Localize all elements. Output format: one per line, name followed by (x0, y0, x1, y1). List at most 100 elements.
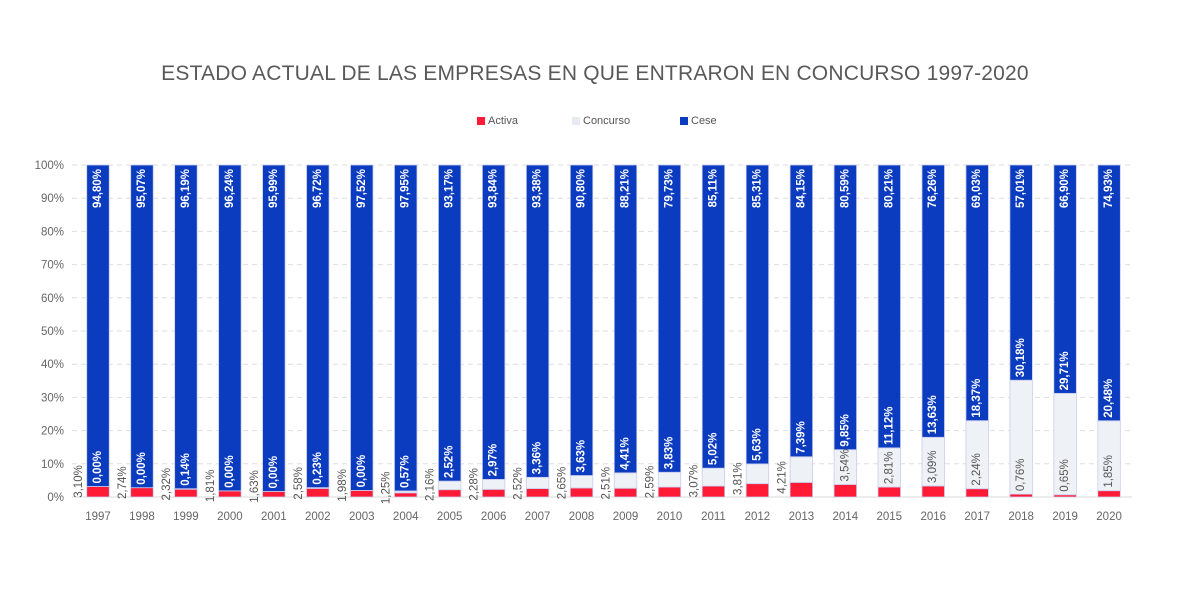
bar-segment-activa[interactable] (701, 485, 726, 498)
bar-segment-cese[interactable] (306, 164, 330, 489)
bar-segment-cese[interactable] (525, 164, 550, 478)
x-tick-label: 2007 (525, 511, 551, 523)
data-label-concurso: 3,63% (576, 440, 588, 473)
bar-segment-activa[interactable] (657, 486, 682, 498)
bar-segment-activa[interactable] (306, 487, 330, 498)
bar-segment-cese[interactable] (877, 164, 901, 449)
x-tick-label: 2001 (261, 511, 287, 523)
data-label-cese: 93,84% (488, 169, 500, 208)
bar-segment-cese[interactable] (130, 164, 154, 489)
bar-segment-activa[interactable] (174, 488, 198, 498)
data-label-activa: 2,59% (644, 466, 656, 499)
legend-swatch-activa-icon (477, 117, 485, 125)
bar-segment-activa[interactable] (481, 488, 506, 498)
data-label-activa: 3,07% (688, 465, 700, 498)
bar-segment-activa[interactable] (745, 483, 770, 498)
bar-segment-concurso[interactable] (481, 479, 506, 490)
legend-item-concurso[interactable]: Concurso (572, 115, 630, 127)
bar-segment-activa[interactable] (833, 484, 857, 498)
bar-segment-activa[interactable] (877, 486, 901, 498)
bar-segment-cese[interactable] (1097, 164, 1121, 422)
legend-label-cese: Cese (691, 115, 717, 127)
bar-segment-activa[interactable] (525, 488, 550, 498)
bar-segment-concurso[interactable] (525, 476, 550, 489)
data-label-activa: 3,09% (927, 450, 939, 483)
bar-segment-activa[interactable] (921, 485, 945, 498)
bar-segment-cese[interactable] (921, 164, 945, 438)
bar-segment-cese[interactable] (965, 164, 989, 422)
bar-segment-activa[interactable] (438, 489, 462, 498)
y-tick-label: 100% (35, 160, 64, 172)
bar-segment-cese[interactable] (613, 164, 638, 474)
data-label-activa: 2,32% (161, 468, 173, 501)
bar-segment-cese[interactable] (1009, 164, 1033, 381)
data-label-cese: 95,07% (136, 169, 148, 208)
bar-segment-cese[interactable] (657, 164, 682, 473)
data-label-activa: 3,54% (839, 449, 851, 482)
y-tick-label: 10% (41, 459, 64, 471)
bar-segment-concurso[interactable] (789, 456, 814, 483)
data-label-activa: 2,58% (293, 467, 305, 500)
data-label-concurso: 0,00% (92, 451, 104, 484)
x-tick-label: 2013 (789, 511, 815, 523)
bar-segment-activa[interactable] (1009, 493, 1033, 498)
bar-segment-cese[interactable] (86, 164, 110, 487)
x-tick-label: 1998 (129, 511, 155, 523)
data-label-cese: 96,19% (180, 169, 192, 208)
y-tick-label: 70% (41, 260, 64, 272)
bar-segment-cese[interactable] (262, 164, 286, 492)
bar-segment-activa[interactable] (130, 487, 154, 498)
x-tick-label: 2011 (701, 511, 726, 523)
data-label-concurso: 4,41% (620, 437, 632, 470)
bar-segment-concurso[interactable] (701, 467, 726, 487)
legend-swatch-concurso-icon (572, 117, 580, 125)
bar-segment-cese[interactable] (745, 164, 770, 465)
x-tick-label: 2019 (1052, 511, 1078, 523)
bar-segment-activa[interactable] (86, 486, 110, 498)
data-label-cese: 74,93% (1103, 169, 1115, 208)
data-label-concurso: 0,00% (356, 455, 368, 488)
bar-segment-cese[interactable] (1053, 164, 1077, 394)
x-tick-label: 2017 (964, 511, 990, 523)
x-tick-label: 2020 (1096, 511, 1122, 523)
bar-segment-activa[interactable] (1097, 490, 1121, 498)
bar-segment-cese[interactable] (218, 164, 242, 492)
bar-segment-concurso[interactable] (657, 471, 682, 488)
bar-segment-cese[interactable] (701, 164, 726, 469)
bar-segment-cese[interactable] (350, 164, 374, 491)
data-label-cese: 97,95% (400, 169, 412, 208)
bar-segment-activa[interactable] (569, 487, 594, 498)
bar-segment-concurso[interactable] (438, 480, 462, 491)
bar-segment-concurso[interactable] (569, 475, 594, 489)
bar-segment-cese[interactable] (833, 164, 857, 451)
bar-segment-concurso[interactable] (613, 472, 638, 489)
bar-segment-activa[interactable] (613, 487, 638, 498)
bar-segment-cese[interactable] (481, 164, 506, 480)
bar-segment-cese[interactable] (438, 164, 462, 482)
legend-label-activa: Activa (488, 115, 518, 127)
data-label-activa: 0,65% (1059, 459, 1071, 492)
bar-segment-activa[interactable] (262, 491, 286, 498)
legend-item-cese[interactable]: Cese (680, 115, 717, 127)
bar-segment-activa[interactable] (394, 492, 418, 498)
data-label-cese: 80,21% (883, 169, 895, 208)
bar-segment-cese[interactable] (789, 164, 814, 458)
data-label-cese: 97,52% (356, 169, 368, 208)
bar-segment-cese[interactable] (569, 164, 594, 476)
bar-segment-concurso[interactable] (745, 463, 770, 485)
bar-segment-activa[interactable] (350, 489, 374, 498)
legend-item-activa[interactable]: Activa (477, 115, 518, 127)
y-tick-label: 50% (41, 326, 64, 338)
bar-segment-cese[interactable] (174, 164, 198, 490)
bar-segment-activa[interactable] (789, 482, 814, 498)
bar-segment-activa[interactable] (965, 488, 989, 498)
data-label-activa: 2,81% (883, 451, 895, 484)
data-label-concurso: 3,36% (532, 442, 544, 475)
data-label-concurso: 0,23% (312, 452, 324, 485)
bar-segment-activa[interactable] (218, 490, 242, 498)
x-tick-label: 2018 (1008, 511, 1034, 523)
bar-segment-cese[interactable] (394, 164, 418, 492)
data-label-activa: 0,76% (1015, 459, 1027, 492)
data-label-concurso: 20,48% (1103, 379, 1115, 418)
x-tick-label: 2000 (217, 511, 243, 523)
